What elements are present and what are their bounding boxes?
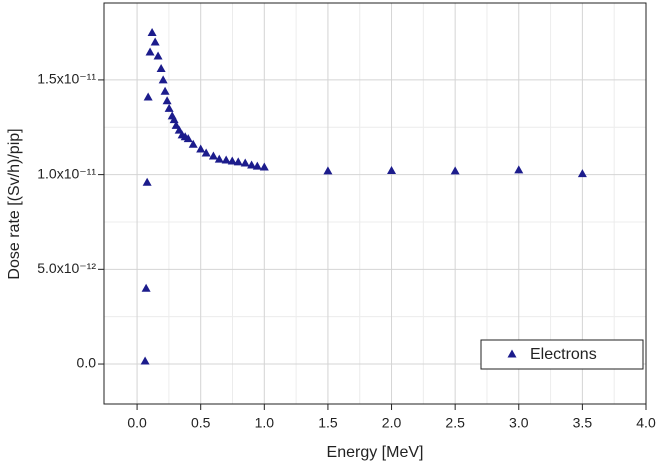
point xyxy=(514,165,524,174)
plot-frame xyxy=(103,2,647,405)
point xyxy=(208,151,218,160)
x-tick-label: 4.0 xyxy=(636,415,656,431)
point xyxy=(142,177,152,186)
x-tick-label: 0.5 xyxy=(191,415,211,431)
y-axis-title: Dose rate [(Sv/h)/pip] xyxy=(6,128,23,279)
x-tick-label: 2.5 xyxy=(445,415,465,431)
point xyxy=(150,37,160,46)
point xyxy=(387,165,397,174)
legend-marker xyxy=(507,349,517,358)
point xyxy=(169,115,179,124)
x-tick-label: 3.5 xyxy=(573,415,593,431)
point xyxy=(145,47,155,56)
legend-box xyxy=(480,339,644,370)
point xyxy=(183,134,193,143)
point xyxy=(158,75,168,84)
point xyxy=(188,139,198,148)
point xyxy=(221,155,231,164)
point xyxy=(450,166,460,175)
y-tick-label: 0.0 xyxy=(77,355,97,371)
point xyxy=(252,161,262,170)
point xyxy=(233,157,243,166)
legend-label: Electrons xyxy=(530,346,597,363)
point xyxy=(247,160,257,169)
point xyxy=(164,103,174,112)
point xyxy=(171,120,181,129)
point xyxy=(227,156,237,165)
point xyxy=(140,356,150,365)
y-tick-label: 1.0x10⁻¹¹ xyxy=(37,165,96,181)
point xyxy=(143,92,153,101)
point xyxy=(201,148,211,157)
y-tick-label: 1.5x10⁻¹¹ xyxy=(37,71,96,87)
point xyxy=(162,96,172,105)
x-tick-label: 3.0 xyxy=(509,415,529,431)
point xyxy=(196,144,206,153)
point xyxy=(153,51,163,60)
y-tick-label: 5.0x10⁻¹² xyxy=(37,260,96,276)
point xyxy=(259,162,269,171)
point xyxy=(323,166,333,175)
x-tick-label: 1.0 xyxy=(255,415,275,431)
point xyxy=(240,158,250,167)
point xyxy=(141,283,151,292)
point xyxy=(160,86,170,95)
x-axis-title: Energy [MeV] xyxy=(327,444,424,461)
point xyxy=(147,28,157,37)
point xyxy=(214,154,224,163)
point xyxy=(577,169,587,178)
x-tick-label: 0.0 xyxy=(127,415,147,431)
x-tick-label: 1.5 xyxy=(318,415,338,431)
x-tick-label: 2.0 xyxy=(382,415,402,431)
point xyxy=(156,64,166,73)
